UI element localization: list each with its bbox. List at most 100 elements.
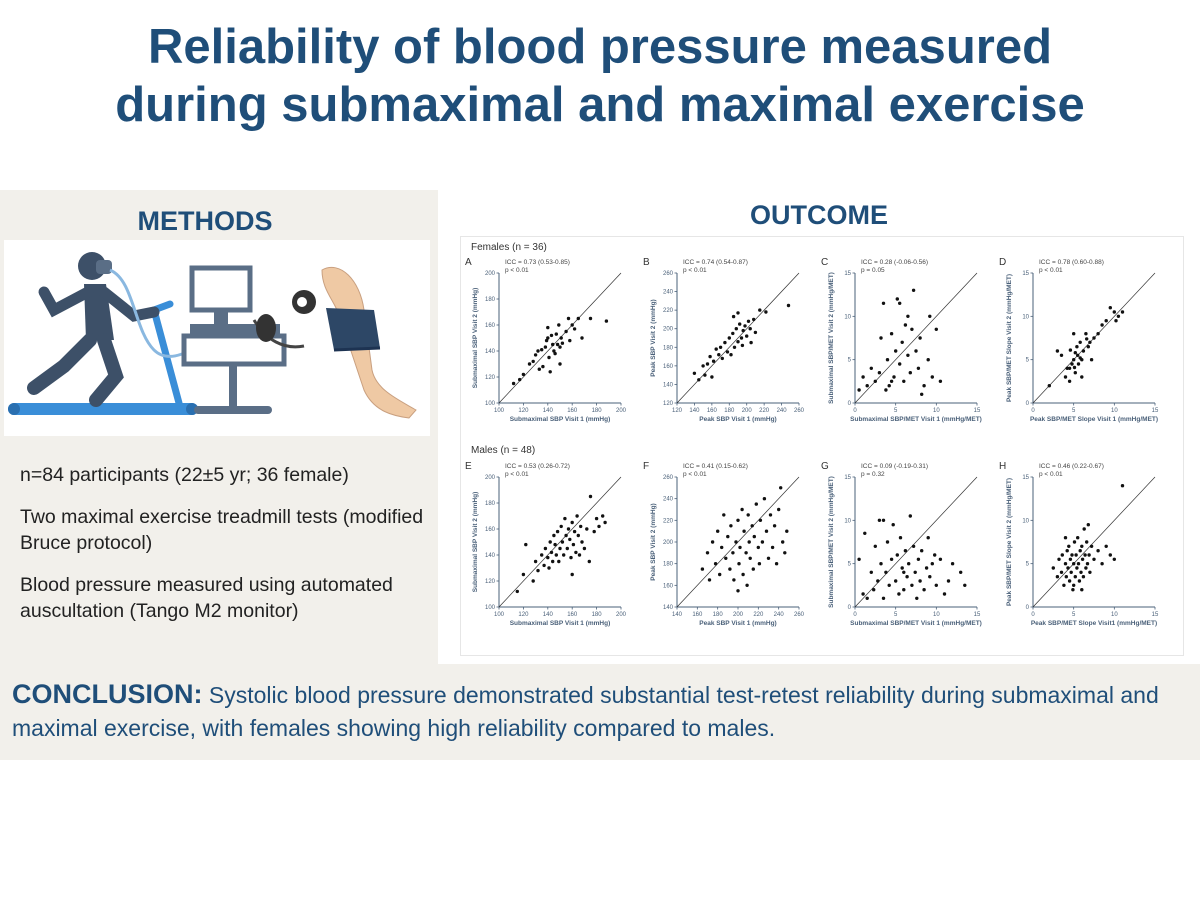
x-tick-label: 160 — [692, 612, 703, 618]
data-point — [575, 514, 579, 518]
icc-label: ICC = 0.73 (0.53-0.85) — [505, 259, 570, 266]
data-point — [515, 589, 519, 594]
data-point — [938, 379, 943, 383]
data-point — [922, 384, 926, 388]
data-point — [740, 507, 744, 512]
data-point — [1092, 336, 1096, 340]
x-tick-label: 200 — [742, 408, 753, 414]
y-tick-label: 180 — [663, 345, 674, 351]
data-point — [908, 514, 912, 518]
y-tick-label: 0 — [848, 401, 852, 407]
data-point — [1068, 557, 1073, 561]
data-point — [741, 572, 745, 577]
data-point — [757, 562, 762, 566]
data-point — [732, 578, 736, 582]
data-point — [934, 583, 938, 587]
methods-heading: METHODS — [137, 206, 273, 236]
data-point — [521, 372, 526, 377]
data-point — [572, 327, 577, 331]
y-axis-label: Submaximal SBP Visit 2 (mmHg) — [472, 288, 479, 389]
x-tick-label: 260 — [794, 408, 805, 414]
data-point — [1120, 484, 1125, 488]
data-point — [1086, 345, 1090, 349]
data-point — [601, 514, 605, 518]
data-point — [574, 550, 578, 555]
data-point — [1120, 310, 1125, 314]
y-tick-label: 15 — [844, 475, 851, 481]
x-tick-label: 180 — [592, 408, 603, 414]
data-point — [764, 529, 769, 533]
data-point — [580, 540, 584, 544]
data-point — [751, 567, 755, 571]
data-point — [1075, 345, 1079, 349]
data-point — [744, 551, 748, 555]
data-point — [1067, 379, 1072, 383]
data-point — [1078, 549, 1082, 553]
data-point — [753, 330, 758, 335]
data-point — [558, 362, 562, 366]
data-point — [913, 570, 917, 574]
scatter-panel-f: F ICC = 0.41 (0.15-0.62)p < 0.01 140 160 180… — [643, 461, 805, 627]
x-axis-label: Submaximal SBP/MET Visit 1 (mmHg/MET) — [850, 416, 982, 423]
data-point — [894, 349, 898, 353]
data-point — [552, 349, 556, 353]
panel-letter: D — [999, 257, 1006, 268]
y-tick-label: 10 — [1022, 518, 1029, 524]
x-tick-label: 10 — [1111, 408, 1118, 414]
data-point — [891, 523, 895, 527]
data-point — [1069, 570, 1073, 574]
data-point — [1078, 340, 1082, 344]
data-point — [536, 568, 540, 573]
data-point — [741, 328, 745, 333]
data-point — [736, 518, 740, 522]
x-tick-label: 5 — [1072, 408, 1076, 414]
data-point — [554, 332, 558, 336]
data-point — [570, 520, 574, 525]
y-tick-label: 140 — [485, 553, 496, 559]
identity-line — [676, 476, 800, 608]
data-point — [879, 562, 883, 566]
x-tick-label: 15 — [974, 612, 981, 618]
data-point — [1114, 319, 1118, 323]
icc-label: ICC = 0.74 (0.54-0.87) — [683, 259, 748, 266]
data-point — [950, 562, 955, 566]
y-tick-label: 15 — [844, 271, 851, 277]
data-point — [518, 377, 522, 382]
data-point — [1055, 349, 1060, 353]
data-point — [750, 524, 754, 528]
data-point — [1077, 579, 1082, 583]
data-point — [1100, 562, 1104, 566]
data-point — [745, 334, 749, 338]
data-point — [521, 572, 526, 577]
data-point — [881, 518, 886, 522]
data-point — [1072, 562, 1076, 566]
conclusion-label: CONCLUSION: — [12, 679, 203, 709]
data-point — [745, 583, 749, 587]
data-point — [758, 308, 762, 312]
y-tick-label: 160 — [663, 583, 674, 589]
data-point — [724, 556, 728, 560]
data-point — [708, 354, 712, 359]
data-point — [889, 379, 894, 383]
data-point — [873, 379, 877, 383]
data-point — [777, 507, 781, 512]
data-point — [731, 331, 735, 336]
data-point — [758, 518, 763, 522]
data-point — [942, 592, 947, 596]
data-point — [916, 366, 921, 370]
x-tick-label: 200 — [616, 612, 627, 618]
panel-letter: F — [643, 461, 649, 472]
y-tick-label: 140 — [485, 349, 496, 355]
data-point — [736, 340, 740, 344]
y-tick-label: 180 — [663, 562, 674, 568]
data-point — [738, 545, 742, 550]
data-point — [1080, 375, 1084, 379]
data-point — [756, 545, 760, 550]
data-point — [1108, 553, 1112, 557]
data-point — [604, 319, 609, 323]
data-point — [877, 371, 882, 375]
p-value-label: p < 0.01 — [505, 471, 529, 478]
panel-letter: A — [465, 257, 472, 268]
data-point — [718, 572, 722, 577]
x-tick-label: 0 — [853, 408, 857, 414]
